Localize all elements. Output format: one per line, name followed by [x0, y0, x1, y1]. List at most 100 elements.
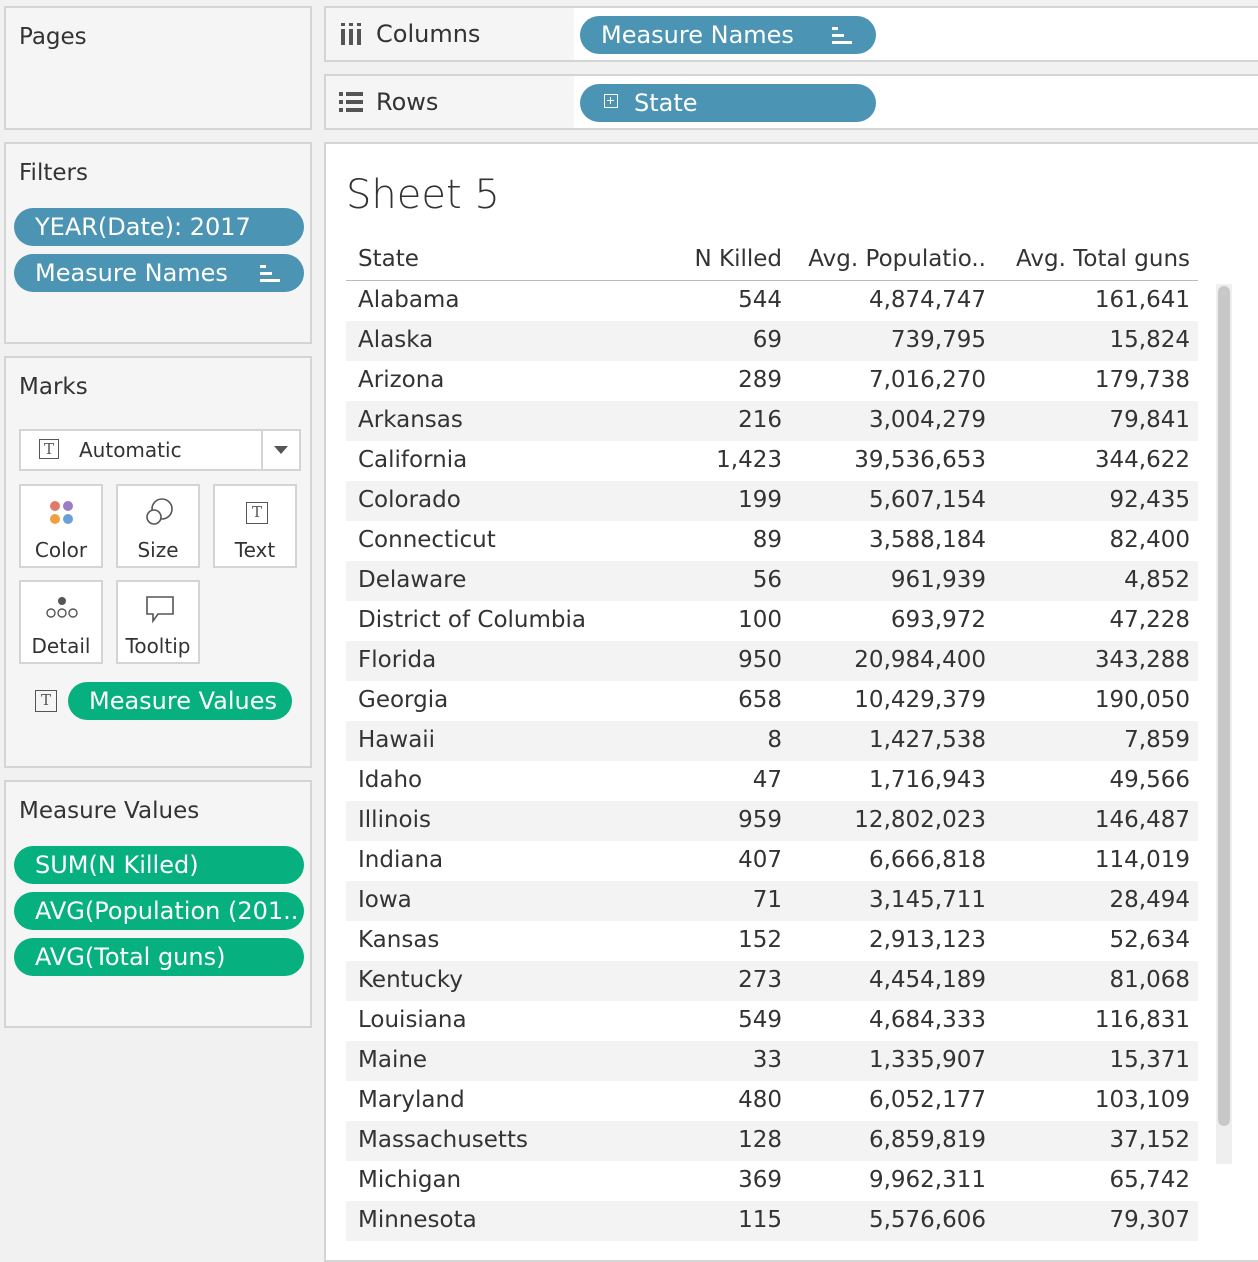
marks-panel[interactable]: Marks T Automatic Color Size T Text Deta…: [4, 356, 312, 768]
table-row[interactable]: Arizona 289 7,016,270 179,738: [346, 361, 1198, 401]
state-cell: Colorado: [358, 487, 461, 513]
columns-pill-measure-names[interactable]: Measure Names: [580, 16, 876, 54]
detail-button[interactable]: Detail: [19, 580, 103, 664]
avg-total-guns-cell: 49,566: [1109, 767, 1190, 793]
avg-population-cell: 1,335,907: [868, 1047, 986, 1073]
n-killed-cell: 71: [752, 887, 782, 913]
header-state[interactable]: State: [358, 246, 419, 272]
header-n-killed[interactable]: N Killed: [694, 246, 782, 272]
mark-type-dropdown[interactable]: T Automatic: [19, 429, 301, 471]
avg-population-cell: 6,859,819: [868, 1127, 986, 1153]
measure-pill-total-guns[interactable]: AVG(Total guns): [14, 938, 304, 976]
measure-values-text-icon: T: [35, 690, 57, 712]
table-row[interactable]: Maine 33 1,335,907 15,371: [346, 1041, 1198, 1081]
marks-measure-values-pill[interactable]: Measure Values: [68, 682, 292, 720]
table-row[interactable]: District of Columbia 100 693,972 47,228: [346, 601, 1198, 641]
table-row[interactable]: Connecticut 89 3,588,184 82,400: [346, 521, 1198, 561]
avg-total-guns-cell: 179,738: [1094, 367, 1190, 393]
table-row[interactable]: Michigan 369 9,962,311 65,742: [346, 1161, 1198, 1201]
table-row[interactable]: Minnesota 115 5,576,606 79,307: [346, 1201, 1198, 1241]
columns-shelf-label: Columns: [324, 6, 576, 62]
avg-total-guns-cell: 116,831: [1094, 1007, 1190, 1033]
table-row[interactable]: Arkansas 216 3,004,279 79,841: [346, 401, 1198, 441]
table-row[interactable]: Alaska 69 739,795 15,824: [346, 321, 1198, 361]
avg-population-cell: 2,913,123: [868, 927, 986, 953]
avg-population-cell: 1,427,538: [868, 727, 986, 753]
color-button[interactable]: Color: [19, 484, 103, 568]
header-avg-population[interactable]: Avg. Populatio..: [808, 246, 986, 272]
color-icon: [50, 501, 73, 524]
avg-population-cell: 4,684,333: [868, 1007, 986, 1033]
table-row[interactable]: Illinois 959 12,802,023 146,487: [346, 801, 1198, 841]
n-killed-cell: 658: [738, 687, 782, 713]
table-row[interactable]: Alabama 544 4,874,747 161,641: [346, 281, 1198, 321]
avg-total-guns-cell: 343,288: [1094, 647, 1190, 673]
avg-population-cell: 6,666,818: [868, 847, 986, 873]
measure-pill-n-killed-label: SUM(N Killed): [35, 851, 199, 879]
avg-total-guns-cell: 15,371: [1109, 1047, 1190, 1073]
marks-title: Marks: [19, 374, 88, 400]
crosstab-table: State N Killed Avg. Populatio.. Avg. Tot…: [346, 242, 1198, 1241]
n-killed-cell: 8: [767, 727, 782, 753]
avg-total-guns-cell: 103,109: [1094, 1087, 1190, 1113]
table-row[interactable]: Iowa 71 3,145,711 28,494: [346, 881, 1198, 921]
sheet-title: Sheet 5: [346, 172, 500, 218]
table-row[interactable]: Louisiana 549 4,684,333 116,831: [346, 1001, 1198, 1041]
table-header: State N Killed Avg. Populatio.. Avg. Tot…: [346, 242, 1198, 281]
sheet-view[interactable]: Sheet 5 State N Killed Avg. Populatio.. …: [324, 142, 1258, 1262]
filter-pill-measure-names[interactable]: Measure Names: [14, 254, 304, 292]
pages-panel[interactable]: Pages: [4, 6, 312, 130]
table-row[interactable]: Kentucky 273 4,454,189 81,068: [346, 961, 1198, 1001]
text-button[interactable]: T Text: [213, 484, 297, 568]
state-cell: Georgia: [358, 687, 449, 713]
table-row[interactable]: Kansas 152 2,913,123 52,634: [346, 921, 1198, 961]
measure-pill-n-killed[interactable]: SUM(N Killed): [14, 846, 304, 884]
table-row[interactable]: Indiana 407 6,666,818 114,019: [346, 841, 1198, 881]
table-row[interactable]: Hawaii 8 1,427,538 7,859: [346, 721, 1198, 761]
n-killed-cell: 56: [752, 567, 782, 593]
detail-icon: [46, 597, 78, 618]
table-row[interactable]: California 1,423 39,536,653 344,622: [346, 441, 1198, 481]
filters-panel[interactable]: Filters YEAR(Date): 2017 Measure Names: [4, 142, 312, 344]
state-cell: Maryland: [358, 1087, 465, 1113]
tooltip-button[interactable]: Tooltip: [116, 580, 200, 664]
n-killed-cell: 369: [738, 1167, 782, 1193]
state-cell: Louisiana: [358, 1007, 467, 1033]
table-row[interactable]: Georgia 658 10,429,379 190,050: [346, 681, 1198, 721]
measure-pill-population[interactable]: AVG(Population (201..: [14, 892, 304, 930]
measure-values-panel[interactable]: Measure Values SUM(N Killed) AVG(Populat…: [4, 780, 312, 1028]
filter-pill-year[interactable]: YEAR(Date): 2017: [14, 208, 304, 246]
measure-pill-population-label: AVG(Population (201..: [35, 897, 299, 925]
state-cell: Minnesota: [358, 1207, 477, 1233]
columns-shelf[interactable]: Measure Names: [574, 6, 1258, 62]
detail-label: Detail: [31, 634, 91, 658]
rows-pill-state[interactable]: State: [580, 84, 876, 122]
state-cell: California: [358, 447, 468, 473]
table-row[interactable]: Idaho 47 1,716,943 49,566: [346, 761, 1198, 801]
avg-total-guns-cell: 65,742: [1109, 1167, 1190, 1193]
table-row[interactable]: Florida 950 20,984,400 343,288: [346, 641, 1198, 681]
n-killed-cell: 950: [738, 647, 782, 673]
table-row[interactable]: Maryland 480 6,052,177 103,109: [346, 1081, 1198, 1121]
avg-population-cell: 3,004,279: [868, 407, 986, 433]
state-cell: Iowa: [358, 887, 412, 913]
size-icon: [146, 498, 173, 525]
text-icon: T: [246, 502, 268, 524]
header-avg-total-guns[interactable]: Avg. Total guns: [1016, 246, 1190, 272]
rows-shelf-label: Rows: [324, 74, 576, 130]
avg-total-guns-cell: 15,824: [1109, 327, 1190, 353]
state-cell: Massachusetts: [358, 1127, 528, 1153]
avg-population-cell: 10,429,379: [854, 687, 986, 713]
dropdown-divider: [261, 431, 263, 469]
avg-total-guns-cell: 114,019: [1094, 847, 1190, 873]
table-row[interactable]: Delaware 56 961,939 4,852: [346, 561, 1198, 601]
table-row[interactable]: Massachusetts 128 6,859,819 37,152: [346, 1121, 1198, 1161]
rows-pill-label: State: [634, 89, 698, 117]
table-row[interactable]: Colorado 199 5,607,154 92,435: [346, 481, 1198, 521]
state-cell: Indiana: [358, 847, 444, 873]
n-killed-cell: 47: [752, 767, 782, 793]
scrollbar-thumb[interactable]: [1218, 286, 1230, 1126]
rows-shelf[interactable]: State: [574, 74, 1258, 130]
size-button[interactable]: Size: [116, 484, 200, 568]
avg-population-cell: 12,802,023: [854, 807, 986, 833]
